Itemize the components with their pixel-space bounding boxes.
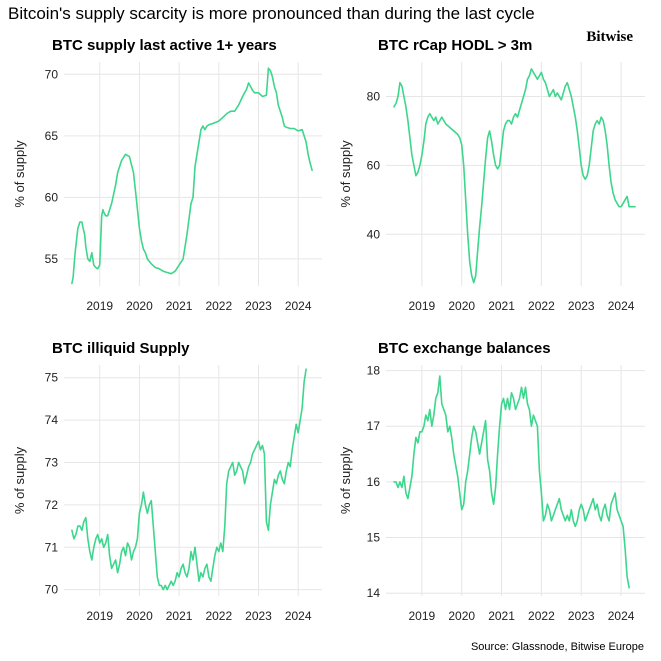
x-tick-label: 2024	[285, 299, 312, 313]
y-tick-label: 73	[45, 455, 59, 469]
x-tick-label: 2020	[126, 609, 153, 623]
y-tick-label: 16	[367, 475, 381, 489]
series-line	[71, 67, 313, 285]
x-tick-label: 2021	[488, 299, 515, 313]
y-tick-label: 74	[45, 413, 59, 427]
x-tick-label: 2021	[166, 609, 193, 623]
x-tick-label: 2022	[528, 299, 555, 313]
x-tick-label: 2019	[86, 299, 113, 313]
y-tick-label: 40	[367, 227, 381, 241]
y-axis-label: % of supply	[338, 446, 353, 514]
x-tick-label: 2023	[245, 299, 272, 313]
y-axis-label: % of supply	[338, 140, 353, 208]
x-tick-label: 2019	[409, 609, 436, 623]
x-tick-label: 2019	[409, 299, 436, 313]
chart-main-title: Bitcoin's supply scarcity is more pronou…	[8, 4, 535, 23]
x-tick-label: 2024	[285, 609, 312, 623]
y-tick-label: 17	[367, 419, 381, 433]
panel-title-1: BTC supply last active 1+ years	[52, 37, 277, 54]
y-tick-label: 14	[367, 586, 381, 600]
y-tick-label: 65	[45, 129, 59, 143]
y-tick-label: 71	[45, 540, 59, 554]
panel-title-2: BTC rCap HODL > 3m	[378, 37, 533, 54]
x-tick-label: 2024	[608, 299, 635, 313]
y-tick-label: 60	[367, 158, 381, 172]
panel-title-3: BTC illiquid Supply	[52, 340, 190, 357]
series-line	[393, 68, 636, 284]
x-tick-label: 2023	[568, 609, 595, 623]
x-tick-label: 2020	[448, 299, 475, 313]
bitwise-logo: Bitwise	[586, 29, 633, 45]
x-tick-label: 2024	[608, 609, 635, 623]
x-tick-label: 2021	[166, 299, 193, 313]
x-tick-label: 2022	[205, 609, 232, 623]
y-tick-label: 70	[45, 583, 59, 597]
y-axis-label: % of supply	[12, 446, 27, 514]
y-tick-label: 55	[45, 252, 59, 266]
x-tick-label: 2023	[245, 609, 272, 623]
x-tick-label: 2022	[205, 299, 232, 313]
y-axis-label: % of supply	[12, 140, 27, 208]
series-line	[71, 368, 307, 591]
y-tick-label: 60	[45, 190, 59, 204]
x-tick-label: 2020	[448, 609, 475, 623]
y-tick-label: 75	[45, 371, 59, 385]
y-tick-label: 72	[45, 498, 59, 512]
panel-title-4: BTC exchange balances	[378, 340, 551, 357]
y-tick-label: 70	[45, 67, 59, 81]
x-tick-label: 2019	[86, 609, 113, 623]
x-tick-label: 2023	[568, 299, 595, 313]
x-tick-label: 2022	[528, 609, 555, 623]
y-tick-label: 15	[367, 531, 381, 545]
y-tick-label: 80	[367, 89, 381, 103]
source-note: Source: Glassnode, Bitwise Europe	[470, 641, 644, 653]
x-tick-label: 2021	[488, 609, 515, 623]
x-tick-label: 2020	[126, 299, 153, 313]
series-line	[393, 375, 630, 589]
y-tick-label: 18	[367, 364, 381, 378]
